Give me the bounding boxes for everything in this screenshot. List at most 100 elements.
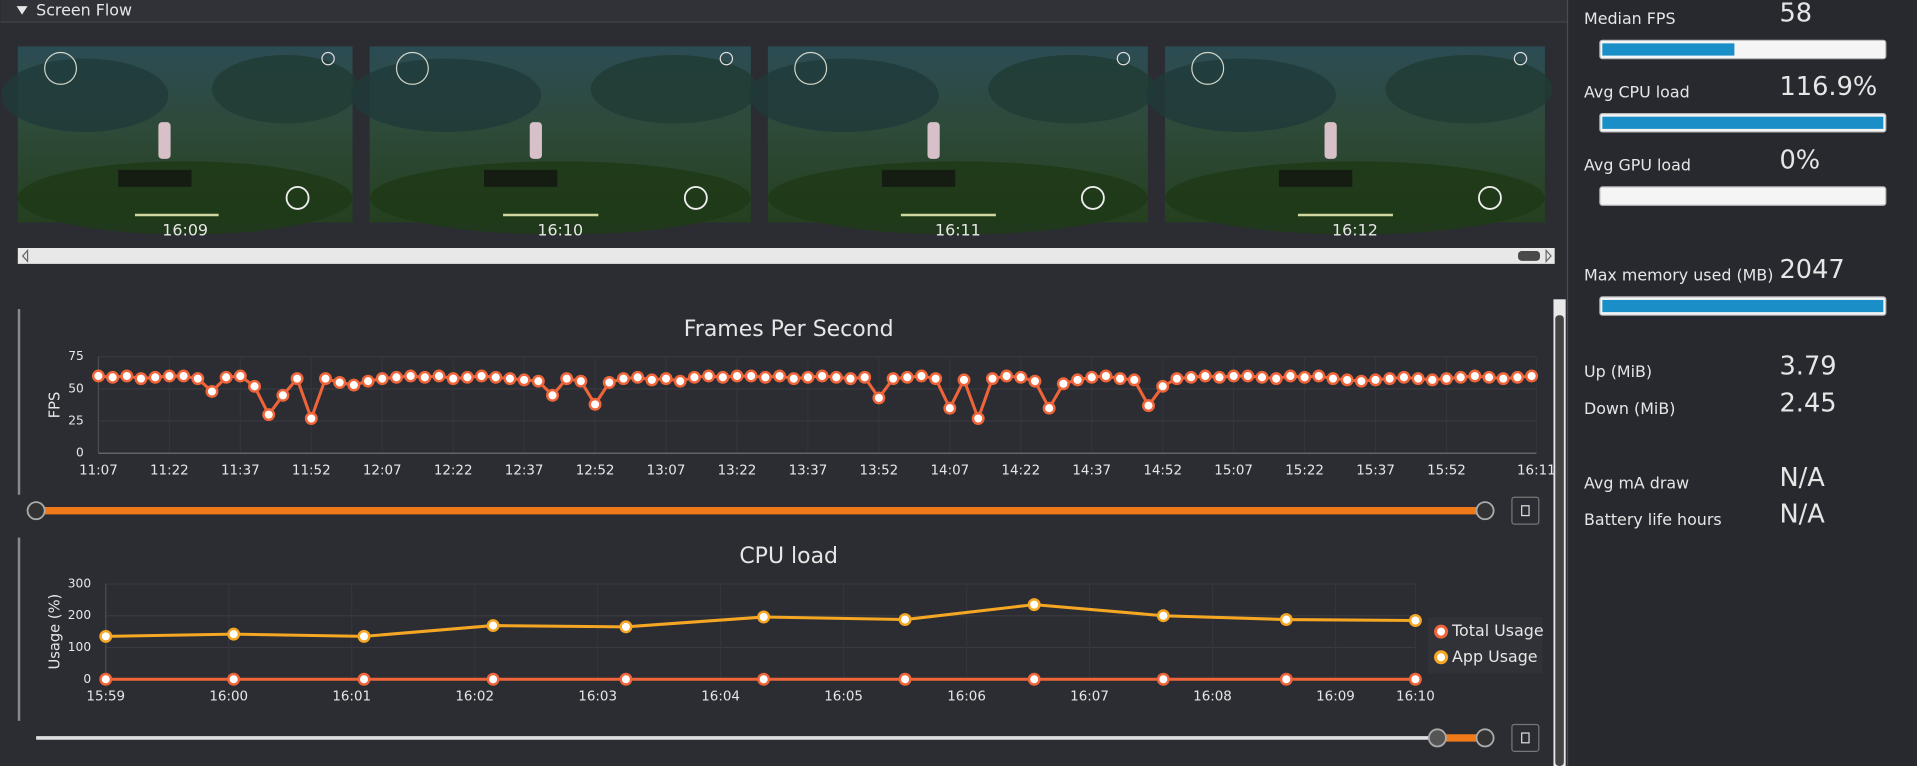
data-point[interactable] bbox=[357, 672, 371, 686]
data-point[interactable] bbox=[872, 391, 886, 405]
data-point[interactable] bbox=[1027, 672, 1041, 686]
data-point[interactable] bbox=[1298, 370, 1312, 384]
data-point[interactable] bbox=[148, 370, 162, 384]
data-point[interactable] bbox=[659, 372, 673, 386]
data-point[interactable] bbox=[318, 372, 332, 386]
data-point[interactable] bbox=[1408, 614, 1422, 627]
data-point[interactable] bbox=[829, 370, 843, 384]
data-point[interactable] bbox=[985, 372, 999, 386]
data-point[interactable] bbox=[900, 370, 914, 384]
expand-button[interactable] bbox=[1511, 723, 1540, 752]
scroll-thumb[interactable] bbox=[1518, 251, 1541, 261]
data-point[interactable] bbox=[1056, 377, 1070, 391]
data-point[interactable] bbox=[227, 672, 241, 686]
data-point[interactable] bbox=[787, 372, 801, 386]
data-point[interactable] bbox=[971, 412, 985, 425]
data-point[interactable] bbox=[1198, 369, 1212, 383]
data-point[interactable] bbox=[1279, 613, 1293, 627]
data-point[interactable] bbox=[262, 408, 276, 422]
data-point[interactable] bbox=[404, 369, 418, 383]
data-point[interactable] bbox=[815, 369, 829, 383]
data-point[interactable] bbox=[233, 369, 247, 383]
data-point[interactable] bbox=[1326, 372, 1340, 386]
data-point[interactable] bbox=[1408, 672, 1422, 686]
data-point[interactable] bbox=[1099, 369, 1113, 383]
data-point[interactable] bbox=[304, 412, 318, 425]
data-point[interactable] bbox=[1279, 672, 1293, 686]
data-point[interactable] bbox=[1468, 369, 1482, 383]
data-point[interactable] bbox=[1283, 369, 1297, 383]
data-point[interactable] bbox=[1255, 370, 1269, 384]
data-point[interactable] bbox=[1340, 373, 1354, 387]
data-point[interactable] bbox=[357, 629, 371, 643]
data-point[interactable] bbox=[1482, 370, 1496, 384]
data-point[interactable] bbox=[1227, 369, 1241, 383]
data-point[interactable] bbox=[730, 369, 744, 383]
data-point[interactable] bbox=[886, 372, 900, 386]
data-point[interactable] bbox=[227, 627, 241, 641]
data-point[interactable] bbox=[1241, 369, 1255, 383]
data-point[interactable] bbox=[631, 370, 645, 384]
data-point[interactable] bbox=[619, 672, 633, 686]
data-point[interactable] bbox=[1156, 672, 1170, 686]
data-point[interactable] bbox=[588, 397, 602, 411]
data-point[interactable] bbox=[248, 379, 261, 393]
data-point[interactable] bbox=[1510, 370, 1524, 384]
data-point[interactable] bbox=[290, 372, 304, 386]
data-point[interactable] bbox=[844, 372, 857, 386]
data-point[interactable] bbox=[503, 372, 517, 386]
data-point[interactable] bbox=[616, 372, 630, 386]
data-point[interactable] bbox=[898, 613, 912, 627]
data-point[interactable] bbox=[673, 374, 687, 388]
data-point[interactable] bbox=[1042, 401, 1056, 415]
data-point[interactable] bbox=[91, 369, 105, 383]
data-point[interactable] bbox=[1014, 370, 1028, 384]
data-point[interactable] bbox=[120, 369, 134, 383]
data-point[interactable] bbox=[702, 369, 716, 383]
data-point[interactable] bbox=[191, 372, 205, 386]
data-point[interactable] bbox=[645, 373, 659, 387]
data-point[interactable] bbox=[99, 672, 113, 686]
data-point[interactable] bbox=[1027, 598, 1041, 612]
slider-handle[interactable] bbox=[26, 501, 46, 521]
data-point[interactable] bbox=[858, 370, 872, 384]
data-point[interactable] bbox=[486, 672, 500, 686]
data-point[interactable] bbox=[1454, 370, 1468, 384]
data-point[interactable] bbox=[1127, 373, 1141, 387]
data-point[interactable] bbox=[1383, 372, 1397, 386]
data-point[interactable] bbox=[531, 374, 545, 388]
scroll-right[interactable] bbox=[1545, 248, 1552, 264]
data-point[interactable] bbox=[375, 372, 389, 386]
data-point[interactable] bbox=[898, 672, 912, 686]
slider-handle[interactable] bbox=[1427, 728, 1447, 748]
data-point[interactable] bbox=[574, 374, 588, 388]
data-point[interactable] bbox=[162, 369, 176, 383]
data-point[interactable] bbox=[432, 369, 446, 383]
legend-marker[interactable] bbox=[1434, 624, 1449, 639]
data-point[interactable] bbox=[418, 370, 432, 384]
data-point[interactable] bbox=[773, 369, 787, 383]
data-point[interactable] bbox=[219, 370, 233, 384]
data-point[interactable] bbox=[943, 401, 957, 415]
data-point[interactable] bbox=[687, 370, 701, 384]
data-point[interactable] bbox=[1496, 372, 1510, 386]
data-point[interactable] bbox=[1156, 609, 1170, 623]
legend-marker[interactable] bbox=[1434, 650, 1449, 665]
collapse-arrow[interactable] bbox=[16, 6, 28, 15]
data-point[interactable] bbox=[1312, 369, 1326, 383]
data-point[interactable] bbox=[486, 619, 500, 633]
data-point[interactable] bbox=[929, 372, 943, 386]
data-point[interactable] bbox=[489, 370, 503, 384]
data-point[interactable] bbox=[1397, 370, 1411, 384]
data-point[interactable] bbox=[716, 370, 730, 384]
section-header[interactable] bbox=[0, 0, 1567, 22]
scroll-left[interactable] bbox=[21, 248, 29, 264]
data-point[interactable] bbox=[1071, 373, 1085, 387]
data-point[interactable] bbox=[276, 388, 290, 402]
data-point[interactable] bbox=[1212, 370, 1226, 384]
data-point[interactable] bbox=[1269, 372, 1283, 386]
data-point[interactable] bbox=[347, 378, 361, 392]
data-point[interactable] bbox=[177, 369, 191, 383]
data-point[interactable] bbox=[1184, 370, 1198, 384]
slider-handle[interactable] bbox=[1475, 501, 1495, 521]
